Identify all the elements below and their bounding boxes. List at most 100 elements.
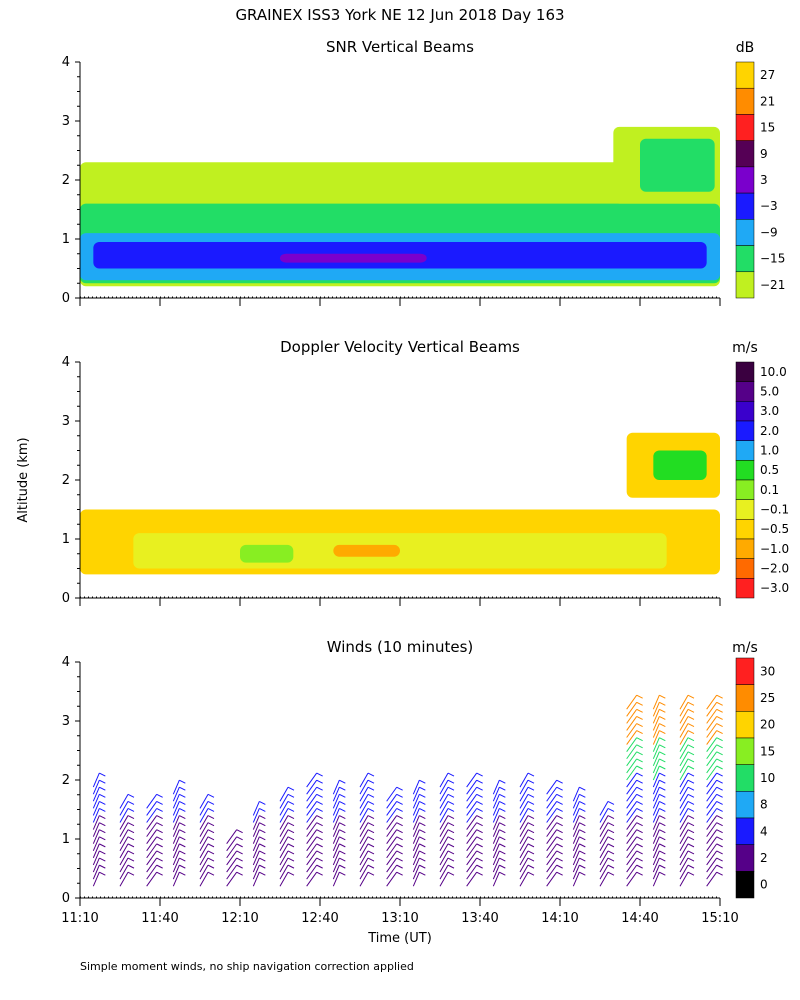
wind-barb-flag (476, 772, 483, 777)
colorbar-swatch (735, 219, 755, 246)
wind-barb (386, 794, 398, 809)
wind-barb-flag (156, 829, 163, 834)
wind-barb (92, 815, 100, 830)
wind-barb (412, 872, 420, 887)
colorbar-label: 27 (760, 68, 775, 82)
wind-barb (599, 829, 609, 844)
colorbar-swatch (735, 844, 755, 872)
wind-barb-flag (367, 808, 375, 812)
wind-barb-flag (687, 793, 695, 798)
wind-barb-flag (447, 815, 455, 820)
wind-barb-flag (716, 843, 723, 848)
colorbar-swatch (735, 192, 755, 220)
y-tick-label: 2 (62, 773, 70, 788)
wind-barb (199, 815, 209, 830)
wind-barb (252, 872, 260, 887)
y-tick-label: 3 (62, 114, 70, 129)
wind-barb (679, 737, 689, 752)
wind-barb (306, 786, 318, 802)
wind-barb-flag (659, 751, 666, 756)
wind-barb-flag (339, 871, 346, 876)
y-axis-label: Altitude (km) (16, 437, 31, 522)
wind-barb-flag (687, 765, 695, 770)
wind-barb-flag (207, 836, 215, 841)
wind-barb-flag (367, 871, 375, 876)
wind-barb (519, 786, 529, 802)
wind-barb (279, 808, 289, 823)
wind-barb (386, 836, 398, 852)
colorbar-swatch (735, 479, 755, 500)
wind-barb-flag (367, 800, 375, 805)
wind-barb-flag (476, 864, 483, 869)
wind-barb-flag (579, 829, 586, 834)
wind-barb-flag (287, 871, 295, 876)
wind-barb (439, 794, 449, 809)
wind-barb-flag (419, 871, 426, 876)
wind-barb-flag (636, 723, 643, 727)
wind-barb (679, 829, 689, 844)
wind-barb-flag (179, 822, 186, 827)
wind-barb (119, 864, 129, 880)
wind-barb (119, 829, 129, 844)
wind-barb (146, 850, 158, 866)
wind-barb-flag (716, 772, 723, 777)
wind-barb-flag (636, 871, 643, 876)
wind-barb (306, 857, 318, 873)
wind-barb-flag (259, 850, 266, 855)
colorbar-swatch (735, 361, 755, 382)
colorbar-label: −1.0 (760, 542, 789, 556)
wind-barb (706, 815, 718, 830)
wind-barb-flag (476, 850, 483, 855)
wind-barb-flag (556, 793, 563, 798)
wind-barb (706, 822, 718, 837)
wind-barb (226, 871, 238, 887)
wind-barb (439, 850, 449, 866)
wind-barb (706, 836, 718, 852)
wind-barb (652, 850, 660, 866)
wind-barb-flag (556, 800, 563, 805)
wind-barb-flag (499, 836, 506, 841)
wind-barb (359, 864, 369, 880)
wind-barb-flag (207, 850, 215, 855)
wind-barb-flag (659, 850, 666, 855)
wind-barb (519, 808, 529, 823)
wind-barb-flag (447, 779, 455, 784)
wind-barb (626, 772, 638, 788)
wind-barb-flag (419, 793, 426, 798)
wind-barb (332, 779, 340, 795)
wind-barb-flag (339, 850, 346, 855)
wind-barb-flag (419, 800, 426, 805)
wind-barb (679, 772, 689, 788)
wind-barb (546, 871, 558, 887)
wind-barb-flag (687, 808, 695, 812)
wind-barb (252, 815, 260, 830)
y-tick-label: 0 (62, 591, 70, 606)
snr-panel-title: SNR Vertical Beams (326, 38, 474, 56)
wind-barb (226, 843, 238, 859)
wind-barb (626, 751, 638, 767)
wind-barb (466, 864, 478, 880)
wind-barb (546, 815, 558, 830)
wind-barb (492, 779, 500, 795)
wind-barb-flag (316, 836, 323, 841)
wind-barb-flag (527, 793, 535, 798)
wind-barb-flag (99, 779, 106, 784)
wind-barb (92, 801, 100, 816)
wind-barb (412, 857, 420, 873)
wind-barb (306, 808, 318, 823)
wind-barb (92, 787, 100, 802)
wind-barb-flag (156, 793, 163, 798)
wind-barb-flag (636, 744, 643, 749)
wind-barb (626, 701, 638, 717)
wind-barb (146, 794, 158, 809)
wind-barb (332, 801, 340, 816)
wind-barb (172, 801, 180, 816)
wind-barb-flag (527, 786, 535, 791)
wind-barb-flag (447, 822, 455, 827)
wind-barb (306, 772, 318, 788)
wind-barb (412, 787, 420, 802)
colorbar-label: 15 (760, 121, 775, 135)
wind-barb-flag (636, 857, 643, 862)
colorbar-swatch (735, 871, 755, 899)
